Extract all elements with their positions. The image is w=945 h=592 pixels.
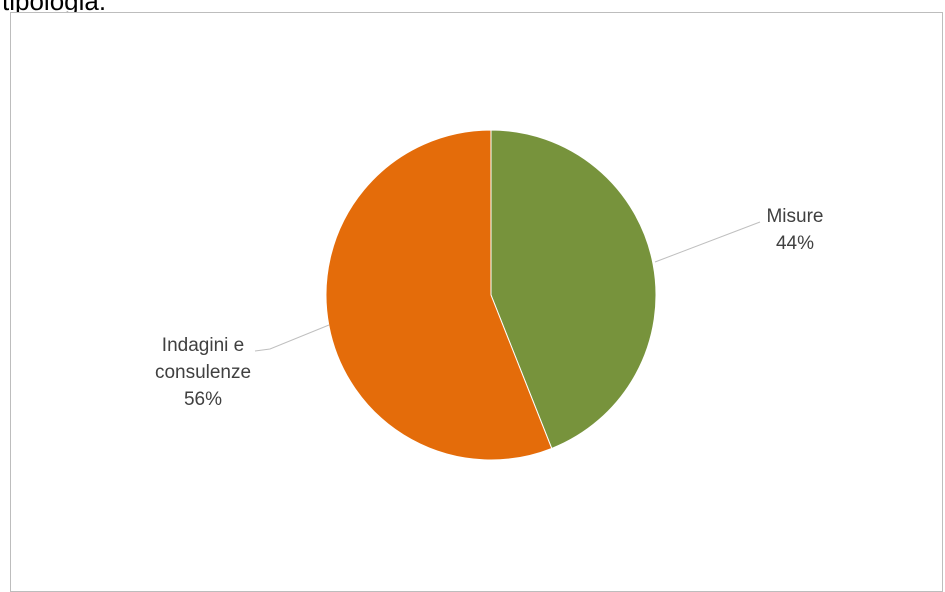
slice-name-label: Indagini e <box>162 335 244 356</box>
slice-label: Indagini e consulenze 56% <box>155 335 251 410</box>
slice-percent-label: 44% <box>776 233 814 254</box>
pie-slice <box>325 129 553 461</box>
slice-name-label: Misure <box>766 206 823 227</box>
slice-label: Misure 44% <box>766 206 823 254</box>
slice-percent-label: 56% <box>184 389 222 410</box>
pie-slice <box>490 129 657 450</box>
pie-chart: Misure 44% Indagini e consulenze 56% <box>155 129 824 461</box>
slice-name-label: consulenze <box>155 362 251 383</box>
leader-line <box>654 221 761 263</box>
leader-line <box>254 324 330 352</box>
